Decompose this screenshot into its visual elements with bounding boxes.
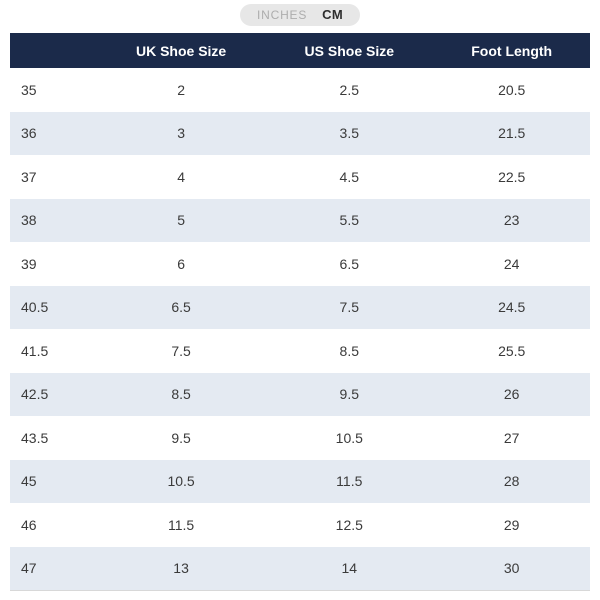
eu-size-cell: 41.5 (21, 342, 49, 359)
us-size-cell: 8.5 (339, 342, 360, 359)
table-header: UK Shoe Size US Shoe Size Foot Length (10, 33, 590, 68)
us-size-cell: 5.5 (265, 198, 434, 242)
table-row: 37 4 4.5 22.5 (10, 155, 590, 199)
uk-size-cell: 6.5 (97, 285, 266, 329)
foot-length-cell: 29 (503, 516, 520, 533)
eu-size-cell: 42.5 (10, 372, 97, 416)
foot-length-cell: 24 (503, 255, 520, 272)
table-row: 36 3 3.5 21.5 (10, 111, 590, 155)
table-row: 41.5 7.5 8.5 25.5 (10, 329, 590, 373)
uk-size-cell: 3 (97, 111, 266, 155)
unit-option-cm[interactable]: CM (322, 7, 343, 22)
table-row: 47 13 14 30 (10, 546, 590, 591)
table-row: 39 6 6.5 24 (10, 242, 590, 286)
header-eu-size (10, 33, 97, 68)
foot-length-cell: 30 (433, 546, 590, 591)
unit-option-inches[interactable]: INCHES (257, 8, 308, 22)
us-size-cell: 2.5 (339, 81, 360, 98)
eu-size-cell: 38 (10, 198, 97, 242)
table-row: 35 2 2.5 20.5 (10, 68, 590, 112)
header-us-size: US Shoe Size (265, 33, 434, 68)
uk-size-cell: 4 (177, 168, 185, 185)
us-size-cell: 9.5 (265, 372, 434, 416)
uk-size-cell: 6 (177, 255, 185, 272)
us-size-cell: 7.5 (265, 285, 434, 329)
table-row: 42.5 8.5 9.5 26 (10, 372, 590, 416)
unit-toggle-wrap: INCHES CM (0, 4, 600, 26)
header-foot-length: Foot Length (433, 33, 590, 68)
table-row: 38 5 5.5 23 (10, 198, 590, 242)
unit-toggle: INCHES CM (240, 4, 360, 26)
uk-size-cell: 10.5 (97, 459, 266, 503)
table-row: 40.5 6.5 7.5 24.5 (10, 285, 590, 329)
uk-size-cell: 7.5 (171, 342, 191, 359)
eu-size-cell: 35 (21, 81, 37, 98)
foot-length-cell: 27 (503, 429, 520, 446)
foot-length-cell: 23 (433, 198, 590, 242)
us-size-cell: 11.5 (265, 459, 434, 503)
eu-size-cell: 39 (21, 255, 37, 272)
uk-size-cell: 2 (177, 81, 185, 98)
us-size-cell: 4.5 (339, 168, 360, 185)
table-row: 45 10.5 11.5 28 (10, 459, 590, 503)
foot-length-cell: 22.5 (498, 168, 526, 185)
eu-size-cell: 36 (10, 111, 97, 155)
uk-size-cell: 5 (97, 198, 266, 242)
eu-size-cell: 37 (21, 168, 37, 185)
us-size-cell: 3.5 (265, 111, 434, 155)
eu-size-cell: 43.5 (21, 429, 49, 446)
us-size-cell: 6.5 (339, 255, 360, 272)
foot-length-cell: 25.5 (498, 342, 526, 359)
table-body: 35 2 2.5 20.5 36 3 3.5 21.5 37 4 4.5 22.… (10, 68, 590, 591)
table-row: 43.5 9.5 10.5 27 (10, 416, 590, 460)
eu-size-cell: 40.5 (10, 285, 97, 329)
us-size-cell: 10.5 (335, 429, 363, 446)
uk-size-cell: 8.5 (97, 372, 266, 416)
uk-size-cell: 9.5 (171, 429, 191, 446)
eu-size-cell: 46 (21, 516, 37, 533)
uk-size-cell: 13 (97, 546, 266, 591)
header-row: UK Shoe Size US Shoe Size Foot Length (10, 33, 590, 68)
eu-size-cell: 47 (10, 546, 97, 591)
foot-length-cell: 28 (433, 459, 590, 503)
foot-length-cell: 26 (433, 372, 590, 416)
foot-length-cell: 20.5 (498, 81, 526, 98)
shoe-size-table: UK Shoe Size US Shoe Size Foot Length 35… (10, 33, 590, 591)
table-row: 46 11.5 12.5 29 (10, 503, 590, 547)
uk-size-cell: 11.5 (167, 516, 195, 533)
header-uk-size: UK Shoe Size (97, 33, 266, 68)
us-size-cell: 14 (265, 546, 434, 591)
foot-length-cell: 24.5 (433, 285, 590, 329)
us-size-cell: 12.5 (335, 516, 363, 533)
eu-size-cell: 45 (10, 459, 97, 503)
foot-length-cell: 21.5 (433, 111, 590, 155)
